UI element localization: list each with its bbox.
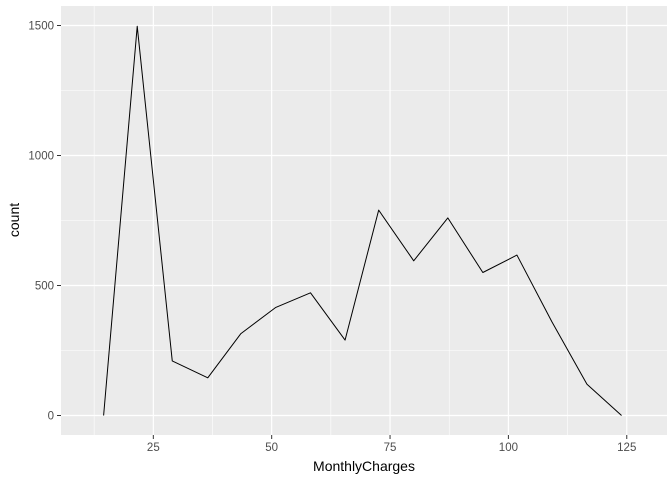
y-tick-label: 0	[48, 411, 54, 423]
y-axis-ticks: 0 500 1000 1500	[28, 21, 61, 423]
x-tick-label: 100	[499, 442, 518, 454]
y-tick-label: 1000	[28, 151, 54, 163]
x-tick-label: 75	[384, 442, 397, 454]
x-tick-label: 125	[617, 442, 636, 454]
x-axis-title: MonthlyCharges	[313, 458, 415, 474]
series-layer	[103, 25, 622, 416]
y-tick-label: 1500	[28, 21, 54, 33]
minor-gridlines	[61, 6, 667, 435]
series-line	[103, 25, 622, 416]
major-gridlines	[61, 6, 667, 435]
y-tick-label: 500	[35, 281, 54, 293]
y-axis-title: count	[6, 203, 22, 237]
x-axis-ticks: 25 50 75 100 125	[147, 435, 636, 454]
x-tick-label: 25	[147, 442, 160, 454]
x-tick-label: 50	[265, 442, 278, 454]
